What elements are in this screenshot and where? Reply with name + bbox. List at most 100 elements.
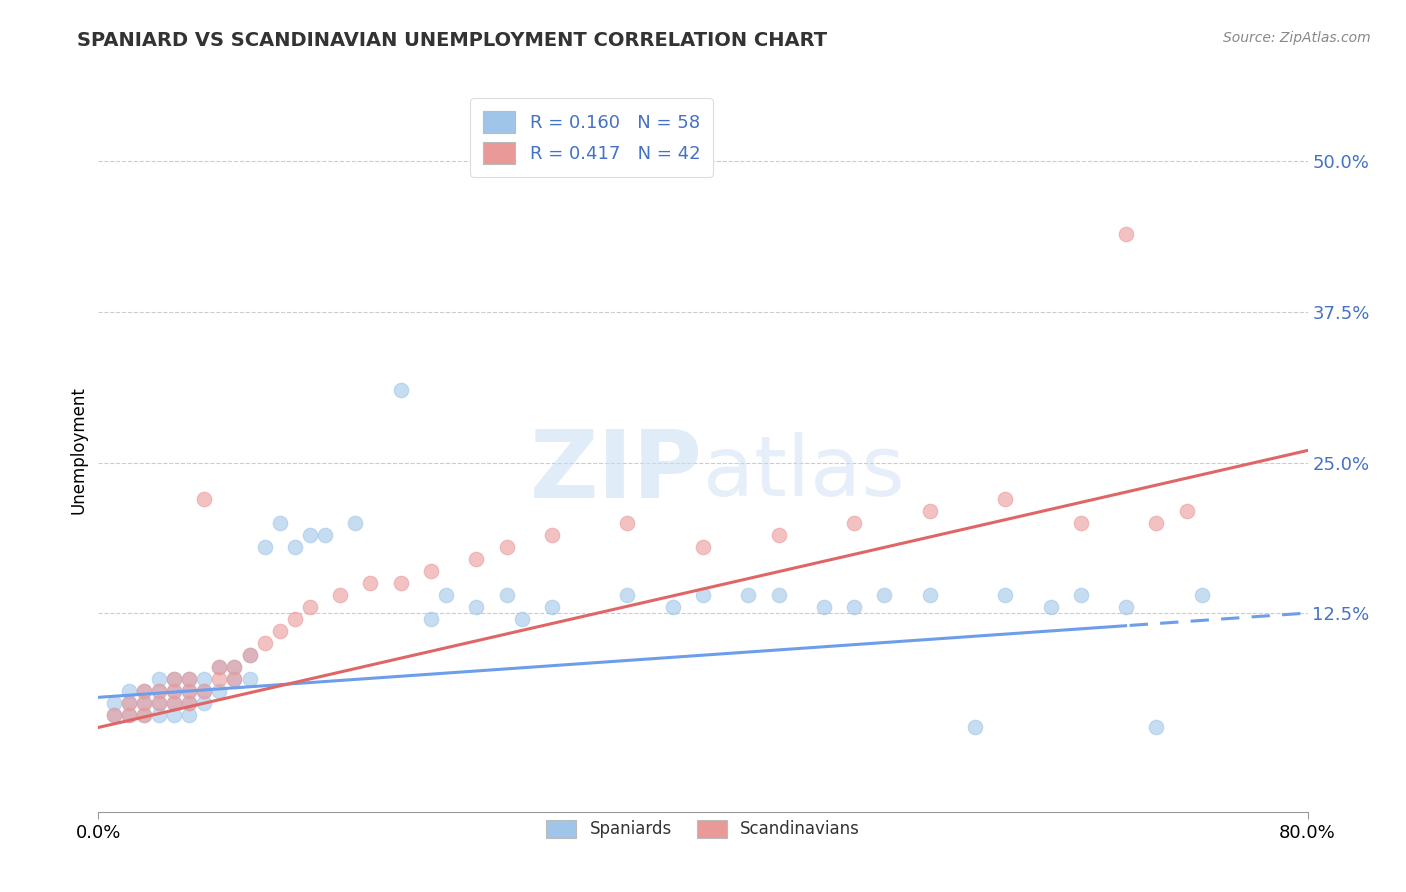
Point (965, 721, 987, 735)
Point (1175, 503, 1198, 517)
Point (179, 696, 201, 710)
Point (844, 599, 866, 614)
Point (253, 636, 276, 650)
Point (103, 708, 125, 723)
Point (1039, 599, 1062, 614)
Point (299, 599, 322, 614)
Point (163, 684, 186, 698)
Point (163, 673, 186, 687)
Point (148, 696, 170, 710)
Point (208, 660, 231, 674)
Point (299, 528, 322, 542)
Y-axis label: Unemployment: Unemployment (69, 386, 87, 515)
Point (148, 696, 170, 710)
Point (1070, 588, 1092, 602)
Point (389, 576, 412, 591)
Point (148, 684, 170, 698)
Point (540, 599, 562, 614)
Point (163, 673, 186, 687)
Point (1144, 516, 1167, 530)
Point (239, 648, 262, 662)
Point (768, 588, 790, 602)
Point (132, 696, 155, 710)
Point (360, 576, 382, 591)
Point (179, 673, 201, 687)
Point (269, 516, 291, 530)
Point (284, 540, 307, 554)
Point (284, 612, 307, 626)
Point (148, 684, 170, 698)
Point (495, 588, 517, 602)
Text: SPANIARD VS SCANDINAVIAN UNEMPLOYMENT CORRELATION CHART: SPANIARD VS SCANDINAVIAN UNEMPLOYMENT CO… (77, 31, 828, 50)
Point (224, 660, 246, 674)
Point (918, 588, 941, 602)
Text: ZIP: ZIP (530, 426, 703, 518)
Point (1115, 599, 1137, 614)
Point (208, 673, 231, 687)
Point (314, 528, 336, 542)
Point (616, 588, 638, 602)
Point (465, 551, 488, 566)
Point (616, 516, 638, 530)
Point (344, 516, 367, 530)
Point (163, 708, 186, 723)
Point (918, 503, 941, 517)
Point (163, 684, 186, 698)
Point (193, 684, 215, 698)
Point (692, 540, 714, 554)
Point (510, 612, 533, 626)
Point (103, 696, 125, 710)
Point (193, 673, 215, 687)
Point (118, 708, 141, 723)
Point (994, 491, 1017, 506)
Point (692, 588, 714, 602)
Point (269, 624, 291, 639)
Point (193, 684, 215, 698)
Point (420, 564, 443, 578)
Point (329, 588, 352, 602)
Point (465, 599, 488, 614)
Point (132, 684, 155, 698)
Point (239, 673, 262, 687)
Point (224, 673, 246, 687)
Point (132, 708, 155, 723)
Point (813, 599, 835, 614)
Point (1070, 516, 1092, 530)
Point (132, 684, 155, 698)
Point (179, 684, 201, 698)
Text: atlas: atlas (703, 432, 904, 513)
Point (389, 384, 412, 398)
Point (193, 491, 215, 506)
Point (434, 588, 457, 602)
Point (208, 660, 231, 674)
Point (118, 696, 141, 710)
Point (253, 540, 276, 554)
Point (179, 673, 201, 687)
Point (540, 528, 562, 542)
Point (132, 696, 155, 710)
Point (179, 696, 201, 710)
Point (1115, 227, 1137, 241)
Point (844, 516, 866, 530)
Point (994, 588, 1017, 602)
Point (737, 588, 759, 602)
Point (179, 708, 201, 723)
Point (768, 528, 790, 542)
Point (163, 696, 186, 710)
Point (148, 673, 170, 687)
Point (420, 612, 443, 626)
Legend: Spaniards, Scandinavians: Spaniards, Scandinavians (537, 812, 869, 847)
Point (1191, 588, 1213, 602)
Point (224, 660, 246, 674)
Point (118, 684, 141, 698)
Point (148, 708, 170, 723)
Point (873, 588, 896, 602)
Point (239, 648, 262, 662)
Point (103, 708, 125, 723)
Point (1144, 721, 1167, 735)
Point (163, 696, 186, 710)
Point (224, 673, 246, 687)
Point (208, 684, 231, 698)
Point (193, 696, 215, 710)
Point (179, 684, 201, 698)
